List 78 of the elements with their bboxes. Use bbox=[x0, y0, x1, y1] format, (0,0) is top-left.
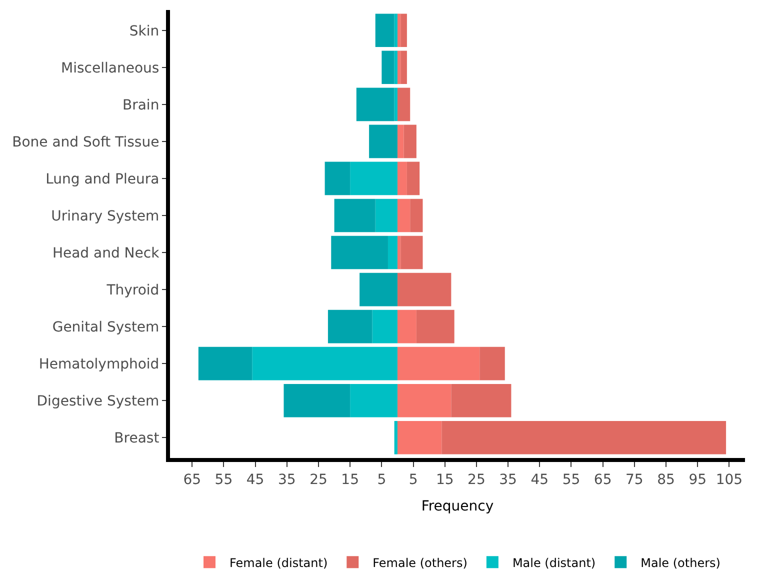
x-tick-label: 105 bbox=[716, 472, 743, 488]
bar bbox=[400, 14, 407, 48]
bar bbox=[397, 124, 404, 158]
bar bbox=[397, 88, 410, 122]
bar bbox=[356, 88, 394, 122]
bar bbox=[198, 346, 252, 380]
bar bbox=[400, 236, 423, 270]
bar bbox=[410, 198, 423, 232]
x-tick-label: 35 bbox=[499, 472, 517, 488]
bar bbox=[400, 50, 407, 84]
bar bbox=[480, 346, 505, 380]
bar bbox=[397, 162, 407, 196]
x-tick-label: 15 bbox=[341, 472, 359, 488]
bar bbox=[397, 50, 401, 84]
bar bbox=[397, 384, 452, 418]
y-tick-label: Thyroid bbox=[106, 282, 160, 298]
y-tick-label: Head and Neck bbox=[52, 245, 160, 262]
bar bbox=[397, 14, 401, 48]
bar bbox=[397, 236, 401, 270]
legend-label: Male (others) bbox=[640, 556, 720, 570]
legend-label: Male (distant) bbox=[512, 556, 596, 570]
bar bbox=[394, 14, 398, 48]
x-axis-title: Frequency bbox=[421, 498, 494, 515]
y-tick-label: Hematolymphoid bbox=[38, 356, 160, 372]
x-tick-label: 55 bbox=[214, 472, 233, 488]
bar bbox=[382, 50, 394, 84]
bar bbox=[375, 14, 394, 48]
x-tick-label: 35 bbox=[278, 472, 296, 488]
bar bbox=[324, 162, 350, 196]
x-tick-label: 65 bbox=[594, 472, 612, 488]
x-tick-label: 15 bbox=[436, 472, 454, 488]
x-tick-label: 25 bbox=[468, 472, 486, 488]
bar bbox=[394, 50, 398, 84]
legend-label: Female (distant) bbox=[230, 556, 328, 570]
legend-label: Female (others) bbox=[372, 556, 468, 570]
bar bbox=[394, 420, 398, 454]
y-tick-label: Breast bbox=[114, 430, 160, 447]
bar bbox=[397, 272, 452, 306]
bar bbox=[350, 384, 398, 418]
bar bbox=[360, 272, 398, 306]
bar bbox=[350, 162, 398, 196]
x-tick-label: 45 bbox=[530, 472, 549, 488]
x-tick-label: 5 bbox=[377, 472, 386, 488]
bar bbox=[416, 310, 454, 344]
y-tick-label: Skin bbox=[129, 23, 160, 40]
y-tick-label: Miscellaneous bbox=[61, 60, 160, 76]
bar bbox=[372, 310, 398, 344]
bar bbox=[369, 124, 398, 158]
bar bbox=[406, 162, 420, 196]
y-tick-label: Lung and Pleura bbox=[46, 171, 160, 188]
y-tick-label: Bone and Soft Tissue bbox=[12, 134, 160, 150]
bar bbox=[252, 346, 398, 380]
bar bbox=[397, 346, 480, 380]
x-tick-label: 75 bbox=[626, 472, 644, 488]
y-tick-label: Brain bbox=[122, 97, 160, 114]
y-tick-label: Digestive System bbox=[36, 394, 160, 410]
bar bbox=[334, 198, 376, 232]
bar bbox=[404, 124, 416, 158]
x-tick-label: 65 bbox=[183, 472, 202, 488]
x-tick-label: 45 bbox=[246, 472, 264, 488]
bar bbox=[397, 198, 410, 232]
bar bbox=[397, 420, 442, 454]
x-tick-label: 95 bbox=[688, 472, 707, 488]
x-tick-label: 85 bbox=[657, 472, 675, 488]
y-tick-label: Genital System bbox=[52, 319, 160, 336]
bar bbox=[388, 236, 398, 270]
x-tick-label: 5 bbox=[408, 472, 418, 488]
bar bbox=[284, 384, 350, 418]
bar bbox=[331, 236, 388, 270]
bar bbox=[397, 310, 416, 344]
bar bbox=[375, 198, 398, 232]
x-tick-label: 55 bbox=[562, 472, 580, 488]
bar bbox=[394, 88, 398, 122]
y-tick-label: Urinary System bbox=[51, 208, 160, 224]
bar bbox=[328, 310, 372, 344]
bar bbox=[451, 384, 512, 418]
bar bbox=[442, 420, 726, 454]
x-tick-label: 25 bbox=[310, 472, 328, 488]
